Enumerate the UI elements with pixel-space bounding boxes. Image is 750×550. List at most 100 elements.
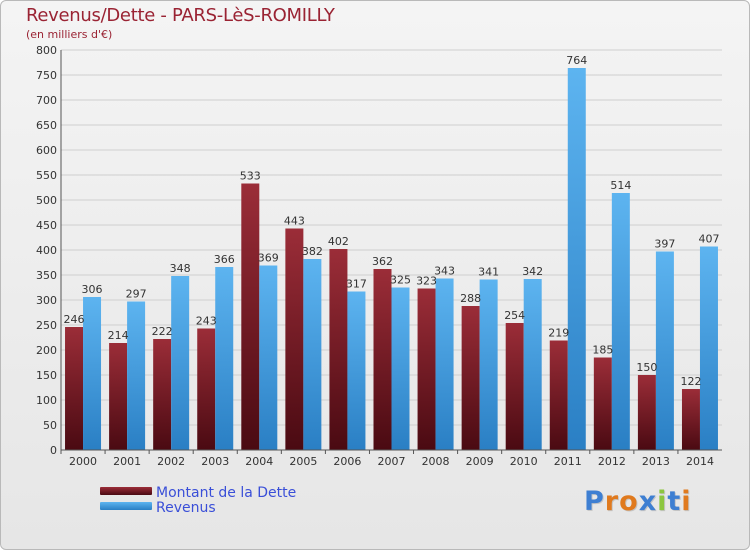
proxiti-logo: Proxiti bbox=[584, 486, 692, 517]
bar-dette bbox=[549, 340, 568, 450]
x-tick-label: 2004 bbox=[245, 455, 273, 468]
bar-revenus bbox=[215, 267, 234, 450]
legend-label-dette: Montant de la Dette bbox=[156, 485, 297, 501]
data-label: 397 bbox=[654, 238, 675, 251]
bar-revenus bbox=[347, 291, 366, 450]
bar-dette bbox=[65, 327, 84, 450]
x-tick-label: 2008 bbox=[422, 455, 450, 468]
y-tick-label: 0 bbox=[50, 444, 57, 457]
data-label: 443 bbox=[284, 215, 305, 228]
bar-dette bbox=[461, 306, 480, 450]
y-tick-label: 150 bbox=[36, 369, 57, 382]
bar-revenus bbox=[655, 251, 674, 450]
data-label: 764 bbox=[566, 54, 587, 67]
bar-revenus bbox=[479, 279, 498, 450]
y-tick-label: 250 bbox=[36, 319, 57, 332]
logo-letter: i bbox=[681, 486, 692, 517]
bar-dette bbox=[285, 228, 304, 450]
bar-revenus bbox=[127, 301, 146, 450]
x-tick-label: 2001 bbox=[113, 455, 141, 468]
data-label: 254 bbox=[504, 309, 525, 322]
data-label: 342 bbox=[522, 265, 543, 278]
bar-dette bbox=[241, 183, 260, 450]
legend-label-revenus: Revenus bbox=[156, 500, 216, 516]
data-label: 343 bbox=[434, 265, 455, 278]
y-tick-label: 100 bbox=[36, 394, 57, 407]
x-tick-label: 2006 bbox=[333, 455, 361, 468]
chart-subtitle: (en milliers d'€) bbox=[26, 28, 113, 41]
data-label: 297 bbox=[126, 288, 147, 301]
chart-title: Revenus/Dette - PARS-LèS-ROMILLY bbox=[26, 5, 335, 26]
bar-revenus bbox=[523, 279, 542, 450]
bar-dette bbox=[505, 323, 524, 450]
bar-dette bbox=[153, 339, 172, 450]
y-tick-label: 750 bbox=[36, 69, 57, 82]
y-tick-label: 650 bbox=[36, 119, 57, 132]
data-label: 306 bbox=[82, 283, 103, 296]
data-label: 407 bbox=[698, 233, 719, 246]
bar-dette bbox=[329, 249, 348, 450]
x-tick-label: 2007 bbox=[378, 455, 406, 468]
logo-letter: i bbox=[657, 486, 668, 517]
data-label: 219 bbox=[548, 327, 569, 340]
y-tick-label: 600 bbox=[36, 144, 57, 157]
data-label: 341 bbox=[478, 266, 499, 279]
y-tick-label: 400 bbox=[36, 244, 57, 257]
data-label: 323 bbox=[416, 275, 437, 288]
logo-letter: P bbox=[584, 486, 605, 517]
data-label: 185 bbox=[592, 344, 613, 357]
bar-dette bbox=[109, 343, 128, 450]
x-tick-label: 2002 bbox=[157, 455, 185, 468]
x-tick-label: 2005 bbox=[289, 455, 317, 468]
bar-revenus bbox=[83, 297, 102, 450]
data-label: 348 bbox=[170, 262, 191, 275]
data-label: 369 bbox=[258, 252, 279, 265]
y-tick-label: 550 bbox=[36, 169, 57, 182]
data-label: 533 bbox=[240, 170, 261, 183]
x-tick-label: 2011 bbox=[554, 455, 582, 468]
data-label: 362 bbox=[372, 255, 393, 268]
x-tick-label: 2014 bbox=[686, 455, 714, 468]
x-tick-label: 2012 bbox=[598, 455, 626, 468]
bar-revenus bbox=[435, 278, 454, 450]
bar-revenus bbox=[567, 68, 586, 450]
x-tick-label: 2009 bbox=[466, 455, 494, 468]
data-label: 243 bbox=[196, 315, 217, 328]
bar-dette bbox=[593, 357, 612, 450]
x-tick-label: 2003 bbox=[201, 455, 229, 468]
logo-letter: x bbox=[638, 486, 658, 517]
legend-swatch-revenus bbox=[100, 502, 152, 510]
x-tick-label: 2000 bbox=[69, 455, 97, 468]
data-label: 382 bbox=[302, 245, 323, 258]
y-tick-label: 300 bbox=[36, 294, 57, 307]
y-tick-label: 50 bbox=[43, 419, 57, 432]
y-tick-label: 450 bbox=[36, 219, 57, 232]
bar-revenus bbox=[259, 265, 278, 450]
data-label: 366 bbox=[214, 253, 235, 266]
logo-letter: r bbox=[604, 486, 620, 517]
bar-revenus bbox=[699, 246, 718, 450]
y-tick-label: 500 bbox=[36, 194, 57, 207]
y-tick-label: 350 bbox=[36, 269, 57, 282]
data-label: 514 bbox=[610, 179, 631, 192]
y-tick-label: 200 bbox=[36, 344, 57, 357]
bar-dette bbox=[681, 389, 700, 450]
logo-letter: t bbox=[667, 486, 682, 517]
x-tick-label: 2010 bbox=[510, 455, 538, 468]
data-label: 325 bbox=[390, 274, 411, 287]
x-tick-label: 2013 bbox=[642, 455, 670, 468]
bar-revenus bbox=[391, 287, 410, 450]
bar-dette bbox=[373, 269, 392, 450]
bar-revenus bbox=[303, 259, 322, 450]
data-label: 402 bbox=[328, 235, 349, 248]
bar-dette bbox=[197, 328, 216, 450]
y-tick-label: 800 bbox=[36, 44, 57, 57]
data-label: 122 bbox=[680, 375, 701, 388]
bar-revenus bbox=[611, 193, 630, 450]
data-label: 214 bbox=[108, 329, 129, 342]
legend-swatch-dette bbox=[100, 487, 152, 495]
bar-dette bbox=[417, 288, 436, 450]
y-tick-label: 700 bbox=[36, 94, 57, 107]
logo-letter: o bbox=[619, 486, 639, 517]
